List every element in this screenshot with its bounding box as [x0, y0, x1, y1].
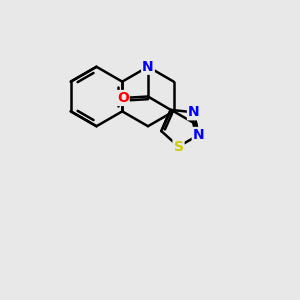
Text: N: N	[193, 128, 204, 142]
Text: N: N	[188, 105, 200, 119]
Text: N: N	[142, 60, 154, 74]
Text: S: S	[173, 140, 184, 154]
Text: O: O	[117, 91, 129, 105]
